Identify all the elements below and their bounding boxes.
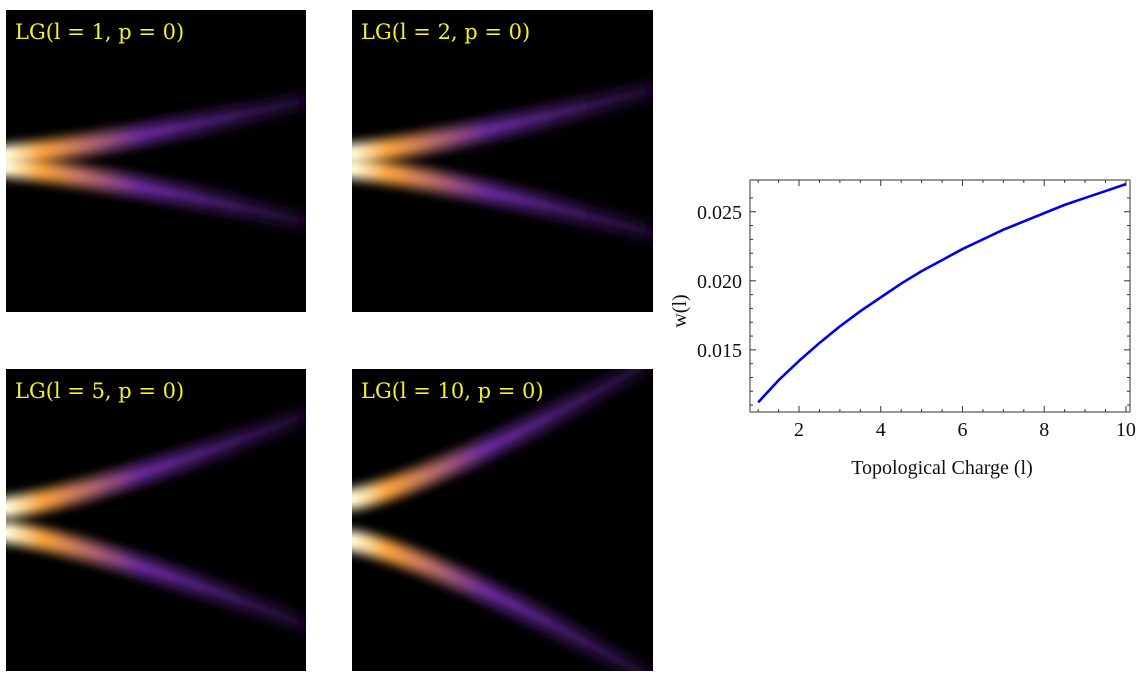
y-tick-label: 0.015 — [697, 340, 742, 362]
width-vs-charge-chart: 2 4 6 8 10 0.015 0.020 0.025 Topological Charge… — [669, 179, 1136, 479]
beam-lobe-core — [352, 369, 645, 503]
beam-lobe-core — [6, 411, 306, 511]
beam-intensity-image — [6, 404, 306, 636]
chart-series — [757, 182, 1127, 404]
beam-panel-l2: LG(l = 2, p = 0) — [352, 10, 653, 312]
y-tick-label: 0.020 — [697, 271, 742, 293]
x-tick-label: 10 — [1116, 419, 1136, 441]
plot-frame — [749, 179, 1131, 413]
beam-panel-l5: LG(l = 5, p = 0) — [6, 369, 306, 671]
series-line — [757, 182, 1127, 404]
x-axis-label: Topological Charge (l) — [851, 457, 1033, 479]
beam-panel-l1: LG(l = 1, p = 0) — [6, 10, 306, 312]
beam-lobe-core — [352, 164, 653, 237]
beam-intensity-image — [352, 78, 653, 244]
chart-axes — [749, 179, 1131, 413]
panel-label: LG(l = 5, p = 0) — [15, 379, 185, 403]
y-tick-label: 0.025 — [697, 202, 742, 224]
chart-ticks: 2 4 6 8 10 0.015 0.020 0.025 — [697, 180, 1136, 441]
beam-intensity-image — [6, 89, 306, 233]
beam-lobe-core — [352, 85, 653, 158]
x-tick-label: 8 — [1039, 419, 1049, 441]
x-tick-label: 2 — [794, 419, 804, 441]
beam-lobe-core — [6, 529, 306, 629]
panel-label: LG(l = 2, p = 0) — [361, 20, 531, 44]
x-tick-label: 6 — [957, 419, 967, 441]
beam-lobe-core — [352, 537, 645, 671]
panel-label: LG(l = 10, p = 0) — [361, 379, 544, 403]
x-tick-label: 4 — [876, 419, 886, 441]
beam-panel-l10: LG(l = 10, p = 0) — [352, 369, 653, 671]
beam-lobe-core — [6, 96, 306, 159]
beam-lobe-core — [6, 163, 306, 226]
beam-intensity-image — [352, 369, 653, 671]
panel-label: LG(l = 1, p = 0) — [15, 20, 185, 44]
y-axis-label: w(l) — [669, 294, 691, 327]
